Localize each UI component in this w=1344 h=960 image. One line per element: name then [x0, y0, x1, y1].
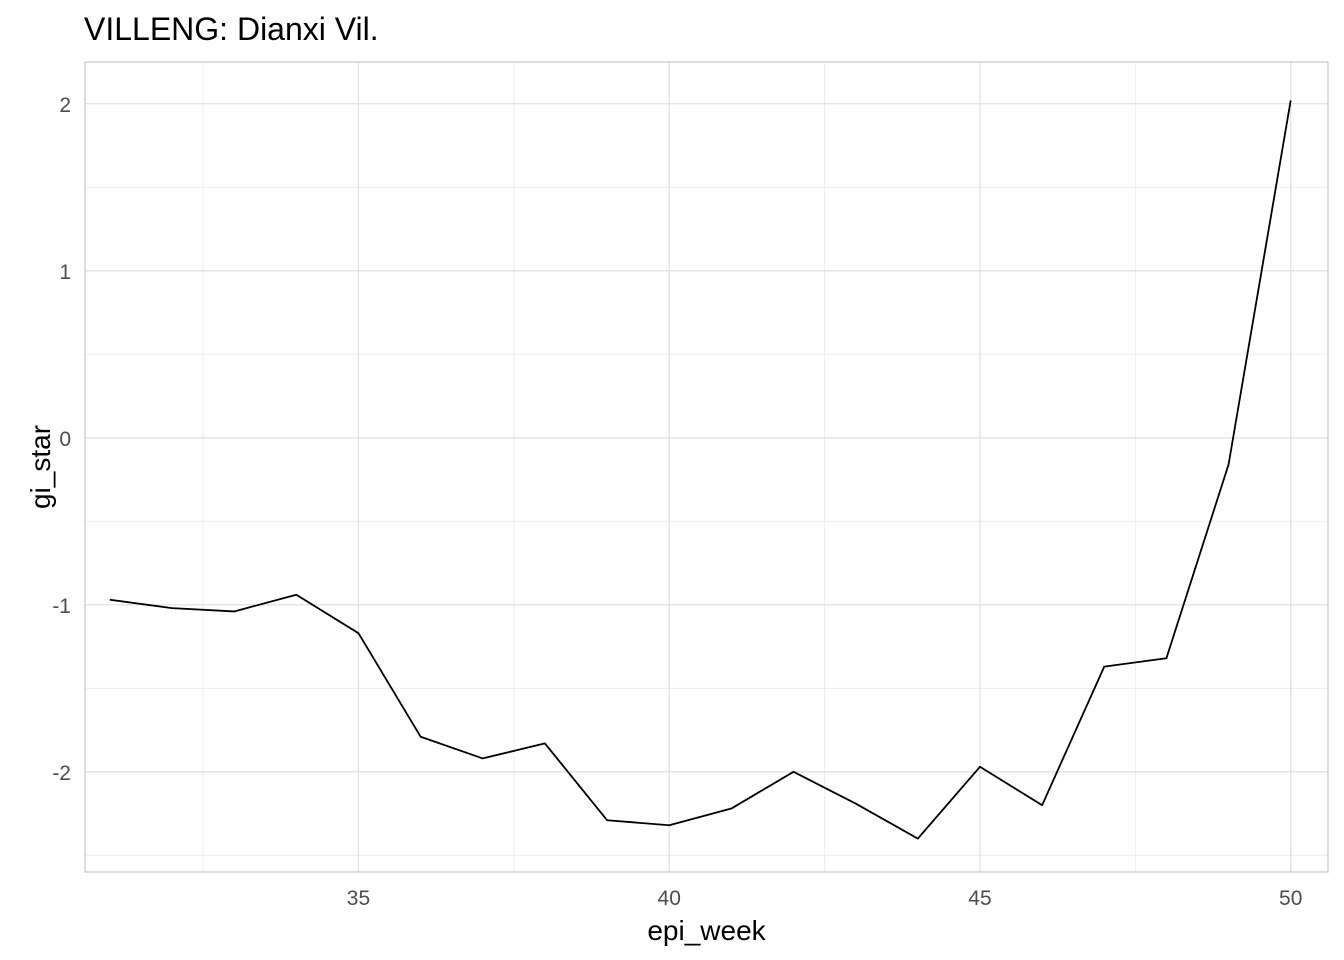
x-axis-tick-labels: 35 40 45 50 — [347, 887, 1303, 910]
x-tick-label: 35 — [347, 887, 370, 910]
y-tick-label: 1 — [59, 261, 71, 284]
chart-title: VILLENG: Dianxi Vil. — [84, 11, 379, 47]
series-line-gi-star — [109, 100, 1292, 840]
y-axis-tick-labels: -2 -1 0 1 2 — [52, 94, 71, 785]
y-tick-label: -2 — [52, 762, 71, 785]
x-axis-label: epi_week — [647, 915, 766, 946]
y-tick-label: -1 — [52, 595, 71, 618]
x-tick-label: 45 — [968, 887, 991, 910]
minor-gridlines — [85, 62, 1328, 872]
x-tick-label: 50 — [1279, 887, 1302, 910]
y-tick-label: 0 — [59, 428, 71, 451]
x-tick-label: 40 — [658, 887, 681, 910]
y-axis-label: gi_star — [25, 425, 56, 509]
major-gridlines — [85, 62, 1328, 872]
y-tick-label: 2 — [59, 94, 71, 117]
plot-panel-border — [84, 61, 1329, 873]
